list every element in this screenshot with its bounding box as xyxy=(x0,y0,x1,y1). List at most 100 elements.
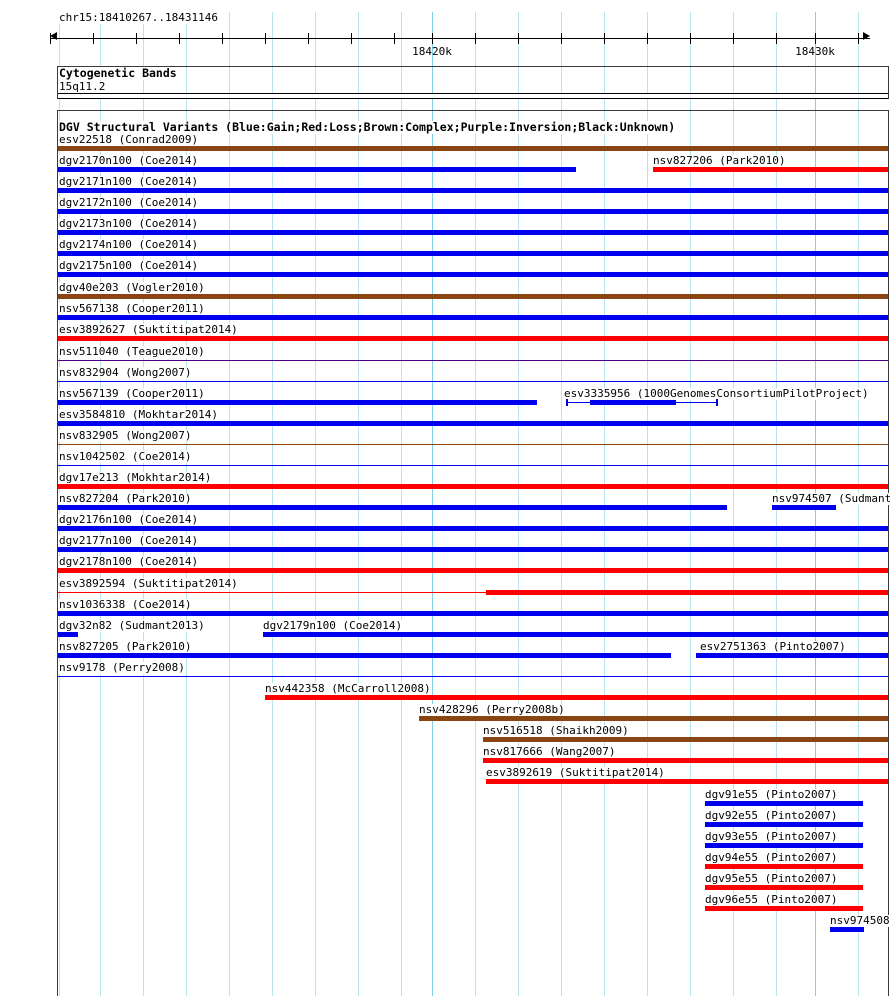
feature-bar[interactable] xyxy=(705,906,863,911)
feature-label[interactable]: dgv2176n100 (Coe2014) xyxy=(59,513,200,526)
feature-bar[interactable] xyxy=(483,758,888,763)
feature-label[interactable]: nsv516518 (Shaikh2009) xyxy=(483,724,630,737)
feature-label[interactable]: nsv974507 (Sudmant2 xyxy=(772,493,890,505)
feature-label[interactable]: dgv2177n100 (Coe2014) xyxy=(59,534,200,547)
feature-bar[interactable] xyxy=(58,188,888,193)
feature-bar[interactable] xyxy=(58,272,888,277)
feature-label[interactable]: nsv511040 (Teague2010) xyxy=(59,345,206,358)
feature-label[interactable]: dgv2173n100 (Coe2014) xyxy=(59,217,200,230)
ruler[interactable]: chr15:18410267..18431146 18420k 18430k xyxy=(0,12,890,58)
ruler-tick-9 xyxy=(432,33,433,44)
feature-label[interactable]: dgv17e213 (Mokhtar2014) xyxy=(59,471,213,484)
feature-label[interactable]: dgv32n82 (Sudmant2013) xyxy=(59,619,206,632)
feature-end-cap-1[interactable] xyxy=(716,399,718,406)
feature-label[interactable]: nsv827206 (Park2010) xyxy=(653,154,787,167)
feature-label[interactable]: nsv442358 (McCarroll2008) xyxy=(265,682,432,695)
feature-bar[interactable] xyxy=(58,632,78,637)
feature-bar[interactable] xyxy=(58,653,671,658)
feature-label[interactable]: esv3584810 (Mokhtar2014) xyxy=(59,408,219,421)
feature-bar[interactable] xyxy=(705,822,863,827)
feature-label[interactable]: dgv94e55 (Pinto2007) xyxy=(705,851,839,864)
feature-label[interactable]: esv3892627 (Suktitipat2014) xyxy=(59,323,239,336)
feature-bar[interactable] xyxy=(58,251,888,256)
feature-bar[interactable] xyxy=(58,336,888,341)
feature-label[interactable]: dgv2171n100 (Coe2014) xyxy=(59,175,200,188)
feature-bar[interactable] xyxy=(58,505,727,510)
feature-label[interactable]: nsv567139 (Cooper2011) xyxy=(59,387,206,400)
feature-label[interactable]: dgv96e55 (Pinto2007) xyxy=(705,893,839,906)
feature-end-cap-0[interactable] xyxy=(566,399,568,406)
feature-label[interactable]: nsv832904 (Wong2007) xyxy=(59,366,193,379)
feature-bar[interactable] xyxy=(590,400,676,405)
cytogenetic-band-bar[interactable] xyxy=(58,93,888,99)
feature-label[interactable]: dgv2170n100 (Coe2014) xyxy=(59,154,200,167)
feature-bar[interactable] xyxy=(58,676,888,677)
feature-bar[interactable] xyxy=(58,421,888,426)
feature-bar[interactable] xyxy=(58,444,888,445)
feature-bar[interactable] xyxy=(483,737,888,742)
feature-label[interactable]: esv3892594 (Suktitipat2014) xyxy=(59,577,239,590)
feature-label[interactable]: nsv1042502 (Coe2014) xyxy=(59,450,193,463)
ruler-tick-11 xyxy=(518,33,519,44)
feature-label[interactable]: dgv2174n100 (Coe2014) xyxy=(59,238,200,251)
feature-bar[interactable] xyxy=(58,381,888,382)
feature-bar[interactable] xyxy=(772,505,836,510)
feature-label[interactable]: nsv832905 (Wong2007) xyxy=(59,429,193,442)
cytogenetic-band-label[interactable]: 15q11.2 xyxy=(59,80,106,93)
feature-label[interactable]: nsv428296 (Perry2008b) xyxy=(419,703,566,716)
feature-label[interactable]: nsv827204 (Park2010) xyxy=(59,492,193,505)
feature-label[interactable]: dgv2172n100 (Coe2014) xyxy=(59,196,200,209)
feature-label[interactable]: esv3335956 (1000GenomesConsortiumPilotPr… xyxy=(564,387,870,400)
feature-label[interactable]: dgv93e55 (Pinto2007) xyxy=(705,830,839,843)
feature-bar[interactable] xyxy=(58,146,888,151)
feature-bar[interactable] xyxy=(58,526,888,531)
feature-bar[interactable] xyxy=(58,400,537,405)
feature-label[interactable]: nsv567138 (Cooper2011) xyxy=(59,302,206,315)
feature-label[interactable]: nsv817666 (Wang2007) xyxy=(483,745,617,758)
feature-bar[interactable] xyxy=(58,230,888,235)
feature-bar[interactable] xyxy=(419,716,888,721)
feature-label[interactable]: dgv92e55 (Pinto2007) xyxy=(705,809,839,822)
feature-bar[interactable] xyxy=(486,590,888,595)
feature-bar[interactable] xyxy=(705,843,863,848)
feature-label[interactable]: esv2751363 (Pinto2007) xyxy=(700,640,847,653)
ruler-tick-15 xyxy=(690,33,691,44)
feature-bar[interactable] xyxy=(58,484,888,489)
feature-bar[interactable] xyxy=(58,360,888,361)
feature-bar[interactable] xyxy=(58,209,888,214)
feature-connector-line[interactable] xyxy=(58,592,888,593)
arrow-right-icon[interactable] xyxy=(863,32,870,40)
feature-bar[interactable] xyxy=(58,465,888,466)
feature-label[interactable]: dgv2175n100 (Coe2014) xyxy=(59,259,200,272)
feature-bar[interactable] xyxy=(263,632,888,637)
feature-bar[interactable] xyxy=(653,167,888,172)
feature-bar[interactable] xyxy=(696,653,888,658)
feature-label[interactable]: nsv9178 (Perry2008) xyxy=(59,661,186,674)
feature-bar[interactable] xyxy=(58,315,888,320)
feature-label[interactable]: dgv2178n100 (Coe2014) xyxy=(59,555,200,568)
feature-label[interactable]: nsv1036338 (Coe2014) xyxy=(59,598,193,611)
feature-bar[interactable] xyxy=(58,167,576,172)
feature-label[interactable]: dgv91e55 (Pinto2007) xyxy=(705,788,839,801)
arrow-left-icon[interactable] xyxy=(50,32,57,40)
feature-bar[interactable] xyxy=(705,864,863,869)
dgv-structural-variants-panel xyxy=(57,110,889,996)
feature-bar[interactable] xyxy=(58,611,888,616)
feature-label[interactable]: esv22518 (Conrad2009) xyxy=(59,133,200,146)
feature-bar[interactable] xyxy=(486,779,888,784)
feature-label[interactable]: esv3892619 (Suktitipat2014) xyxy=(486,766,666,779)
feature-bar[interactable] xyxy=(58,294,888,299)
feature-label[interactable]: nsv827205 (Park2010) xyxy=(59,640,193,653)
feature-bar[interactable] xyxy=(58,547,888,552)
feature-bar[interactable] xyxy=(265,695,888,700)
feature-bar[interactable] xyxy=(58,568,888,573)
feature-label[interactable]: dgv2179n100 (Coe2014) xyxy=(263,619,404,632)
feature-bar[interactable] xyxy=(705,885,863,890)
feature-label[interactable]: dgv95e55 (Pinto2007) xyxy=(705,872,839,885)
feature-bar[interactable] xyxy=(705,801,863,806)
feature-label[interactable]: nsv974508 xyxy=(830,914,890,927)
feature-bar[interactable] xyxy=(830,927,864,932)
feature-label[interactable]: dgv40e203 (Vogler2010) xyxy=(59,281,206,294)
